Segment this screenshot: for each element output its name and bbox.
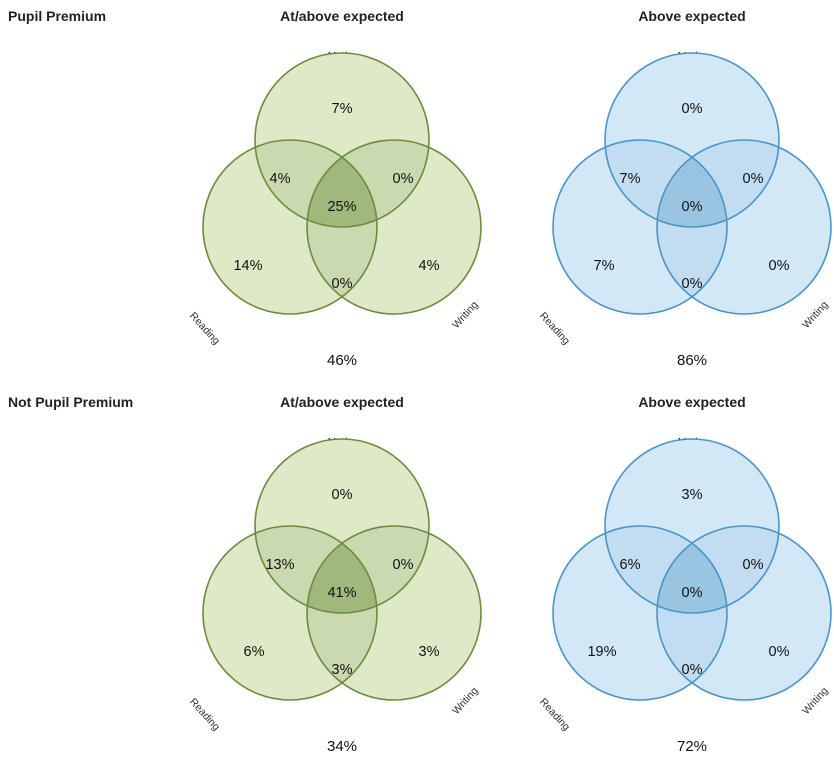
value-writing-only: 4%: [418, 258, 440, 274]
value-maths-writing: 0%: [392, 171, 414, 187]
value-maths-reading: 13%: [265, 557, 295, 573]
circle-writing: [307, 140, 481, 314]
value-maths-reading: 7%: [619, 171, 641, 187]
value-writing-only: 0%: [768, 258, 790, 274]
overlap-all-three: [307, 526, 377, 613]
overlap-maths-reading: [605, 526, 727, 613]
value-maths-only: 7%: [331, 101, 353, 117]
total-value: 86%: [676, 352, 708, 369]
value-reading-only: 14%: [233, 258, 263, 274]
value-maths-writing: 0%: [742, 557, 764, 573]
overlap-maths-reading: [605, 140, 727, 227]
panel-title: Above expected: [638, 394, 746, 410]
value-reading-only: 7%: [593, 258, 615, 274]
venn-circles: [202, 438, 482, 701]
set-label-reading: Reading: [537, 696, 573, 734]
set-label-reading: Reading: [187, 696, 223, 734]
overlap-all-three: [307, 140, 377, 227]
panel-title: At/above expected: [280, 8, 404, 24]
value-reading-writing: 3%: [331, 662, 353, 678]
set-label-reading: Reading: [537, 310, 573, 348]
panel-title: Above expected: [638, 8, 746, 24]
venn-npp-at-above: At/above expected Maths 0% 13% 0% 41% 6%…: [187, 394, 500, 764]
value-reading-only: 19%: [587, 644, 617, 660]
value-all-three: 25%: [327, 199, 357, 215]
value-reading-writing: 0%: [331, 276, 353, 292]
overlap-all-three: [657, 140, 727, 227]
value-maths-reading: 6%: [619, 557, 641, 573]
overlap-maths-writing: [307, 526, 429, 613]
overlap-reading-writing: [657, 526, 727, 700]
overlap-reading-writing: [657, 140, 727, 314]
overlap-maths-reading: [255, 526, 377, 613]
row-label-not-pupil-premium: Not Pupil Premium: [8, 394, 134, 410]
total-value: 34%: [326, 738, 358, 755]
value-maths-only: 0%: [331, 487, 353, 503]
venn-circles: [552, 438, 832, 701]
circle-writing: [307, 526, 481, 700]
value-reading-only: 6%: [243, 644, 265, 660]
set-label-reading: Reading: [187, 310, 223, 348]
circle-writing: [657, 140, 831, 314]
overlap-reading-writing: [307, 140, 377, 314]
venn-pp-above: Above expected Maths 0% 7% 0% 0% 7% 0% 0…: [537, 8, 834, 378]
overlap-maths-writing: [657, 140, 779, 227]
value-all-three: 0%: [681, 585, 703, 601]
value-writing-only: 0%: [768, 644, 790, 660]
panel-title: At/above expected: [280, 394, 404, 410]
value-maths-reading: 4%: [269, 171, 291, 187]
venn-npp-above: Above expected Maths 3% 6% 0% 0% 19% 0% …: [537, 394, 834, 764]
venn-pp-at-above: At/above expected Maths 7% 4% 0% 25% 14%…: [187, 8, 500, 378]
overlap-reading-writing: [307, 526, 377, 700]
value-maths-writing: 0%: [742, 171, 764, 187]
value-writing-only: 3%: [418, 644, 440, 660]
value-maths-only: 3%: [681, 487, 703, 503]
value-reading-writing: 0%: [681, 662, 703, 678]
circle-writing: [657, 526, 831, 700]
overlap-maths-writing: [307, 140, 429, 227]
row-label-pupil-premium: Pupil Premium: [8, 8, 107, 24]
overlap-maths-writing: [657, 526, 779, 613]
total-value: 46%: [326, 352, 358, 369]
value-all-three: 0%: [681, 199, 703, 215]
value-maths-only: 0%: [681, 101, 703, 117]
total-value: 72%: [676, 738, 708, 755]
venn-circles: [202, 52, 482, 315]
overlap-maths-reading: [255, 140, 377, 227]
venn-circles: [552, 52, 832, 315]
value-maths-writing: 0%: [392, 557, 414, 573]
value-reading-writing: 0%: [681, 276, 703, 292]
value-all-three: 41%: [327, 585, 357, 601]
overlap-all-three: [657, 526, 727, 613]
